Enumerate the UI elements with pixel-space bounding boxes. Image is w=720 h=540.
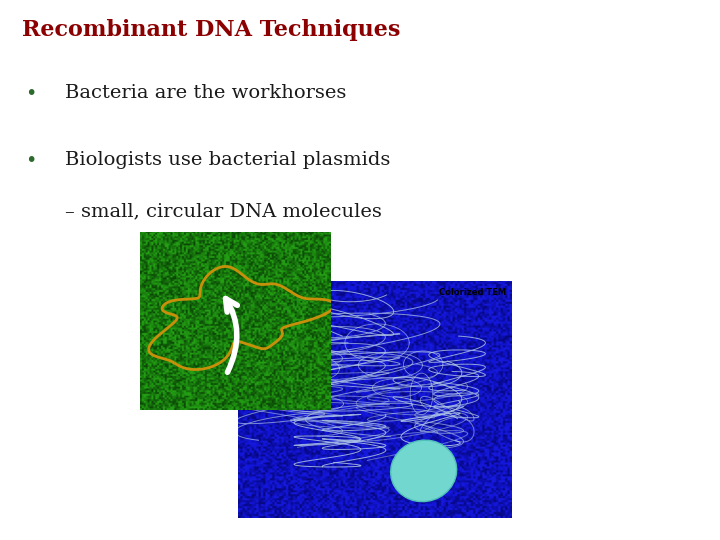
Text: Colorized TEM: Colorized TEM <box>438 288 505 297</box>
Text: Bacteria are the workhorses: Bacteria are the workhorses <box>65 84 346 102</box>
Text: Recombinant DNA Techniques: Recombinant DNA Techniques <box>22 19 400 41</box>
Ellipse shape <box>391 440 456 502</box>
Text: Biologists use bacterial plasmids: Biologists use bacterial plasmids <box>65 151 390 169</box>
Text: •: • <box>25 84 37 103</box>
Text: •: • <box>25 151 37 170</box>
Text: – small, circular DNA molecules: – small, circular DNA molecules <box>65 202 382 220</box>
